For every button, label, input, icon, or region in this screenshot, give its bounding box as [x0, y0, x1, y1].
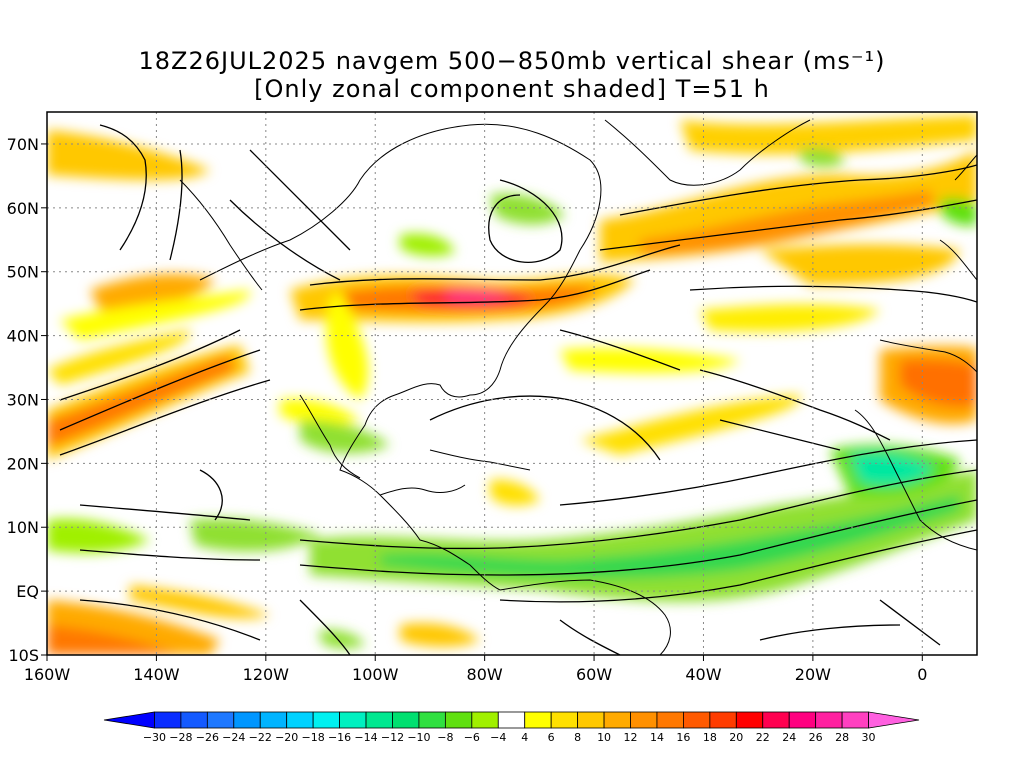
colorbar-arrow-left	[103, 711, 155, 729]
colorbar-label: 26	[809, 731, 823, 744]
colorbar-label: −30	[143, 731, 166, 744]
colorbar-swatch	[603, 711, 631, 729]
colorbar-swatch	[312, 711, 340, 729]
colorbar-label: −20	[275, 731, 298, 744]
colorbar-swatch	[497, 711, 526, 729]
map-subtitle: [Only zonal component shaded] T=51 h	[254, 75, 770, 103]
colorbar-label: −14	[354, 731, 377, 744]
lat-tick-label: 10N	[7, 518, 39, 537]
lat-tick-label: 60N	[7, 199, 39, 218]
colorbar-swatch	[392, 711, 420, 729]
colorbar-swatch	[233, 711, 261, 729]
lat-tick-label: 40N	[7, 327, 39, 346]
colorbar-swatch	[206, 711, 235, 729]
colorbar-label: −24	[222, 731, 245, 744]
colorbar-label: −22	[249, 731, 272, 744]
lat-tick-label: 10S	[8, 646, 39, 665]
map-frame	[46, 111, 978, 656]
colorbar-label: 12	[624, 731, 638, 744]
colorbar-swatch	[841, 711, 869, 729]
colorbar-label: −12	[381, 731, 404, 744]
colorbar-swatch	[444, 711, 473, 729]
colorbar-swatch	[286, 711, 314, 729]
colorbar-swatch	[788, 711, 817, 729]
colorbar-swatch	[550, 711, 579, 729]
colorbar-label: 28	[835, 731, 849, 744]
lon-tick-label: 80W	[467, 665, 503, 684]
longitude-axis: 160W 140W 120W 100W 80W 60W 40W 20W 0	[24, 655, 927, 684]
colorbar-label: −8	[437, 731, 453, 744]
colorbar-swatch	[180, 711, 208, 729]
colorbar-swatch	[630, 711, 658, 729]
colorbar-label: −16	[328, 731, 351, 744]
lat-tick-label: EQ	[16, 582, 39, 601]
colorbar: −30 −28 −26 −24 −22 −20 −18 −16 −14 −12 −10 −8 −6 −4 4…	[103, 711, 920, 744]
colorbar-swatch	[365, 711, 393, 729]
colorbar-label: 22	[756, 731, 770, 744]
colorbar-swatch	[524, 711, 552, 729]
colorbar-label: −6	[464, 731, 480, 744]
colorbar-swatch	[683, 711, 711, 729]
gridlines	[47, 112, 977, 655]
lon-tick-label: 120W	[243, 665, 290, 684]
colorbar-label: 30	[862, 731, 876, 744]
colorbar-label: −28	[169, 731, 192, 744]
colorbar-swatch	[656, 711, 684, 729]
coastlines	[179, 119, 977, 655]
colorbar-label: 10	[597, 731, 611, 744]
colorbar-label: −26	[196, 731, 219, 744]
colorbar-label: 4	[521, 731, 528, 744]
colorbar-label: −10	[407, 731, 430, 744]
colorbar-label: 14	[650, 731, 664, 744]
lon-tick-label: 60W	[576, 665, 612, 684]
lon-tick-label: 100W	[352, 665, 399, 684]
colorbar-label: 8	[574, 731, 581, 744]
colorbar-swatch	[577, 711, 605, 729]
colorbar-swatch	[471, 711, 499, 729]
lon-tick-label: 40W	[685, 665, 721, 684]
shear-shading	[47, 112, 977, 655]
colorbar-swatch	[762, 711, 790, 729]
map-title: 18Z26JUL2025 navgem 500−850mb vertical s…	[138, 47, 886, 75]
colorbar-swatch	[259, 711, 288, 729]
colorbar-swatch	[709, 711, 737, 729]
colorbar-label: 16	[676, 731, 690, 744]
colorbar-label: 20	[729, 731, 743, 744]
colorbar-swatch	[154, 711, 182, 729]
latitude-axis: 70N 60N 50N 40N 30N 20N 10N EQ 10S	[7, 135, 47, 665]
streamlines	[59, 124, 977, 655]
lat-tick-label: 50N	[7, 263, 39, 282]
colorbar-label: 18	[703, 731, 717, 744]
colorbar-swatch	[815, 711, 843, 729]
colorbar-label: −18	[302, 731, 325, 744]
lon-tick-label: 20W	[795, 665, 831, 684]
lon-tick-label: 160W	[24, 665, 71, 684]
lat-tick-label: 70N	[7, 135, 39, 154]
colorbar-label: −4	[490, 731, 506, 744]
colorbar-swatch	[418, 711, 446, 729]
colorbar-arrow-right	[868, 711, 920, 729]
colorbar-label: 6	[548, 731, 555, 744]
lat-tick-label: 30N	[7, 390, 39, 409]
colorbar-swatch	[735, 711, 764, 729]
colorbar-swatch	[339, 711, 367, 729]
lon-tick-label: 0	[917, 665, 927, 684]
colorbar-label: 24	[782, 731, 796, 744]
lat-tick-label: 20N	[7, 454, 39, 473]
lon-tick-label: 140W	[133, 665, 180, 684]
